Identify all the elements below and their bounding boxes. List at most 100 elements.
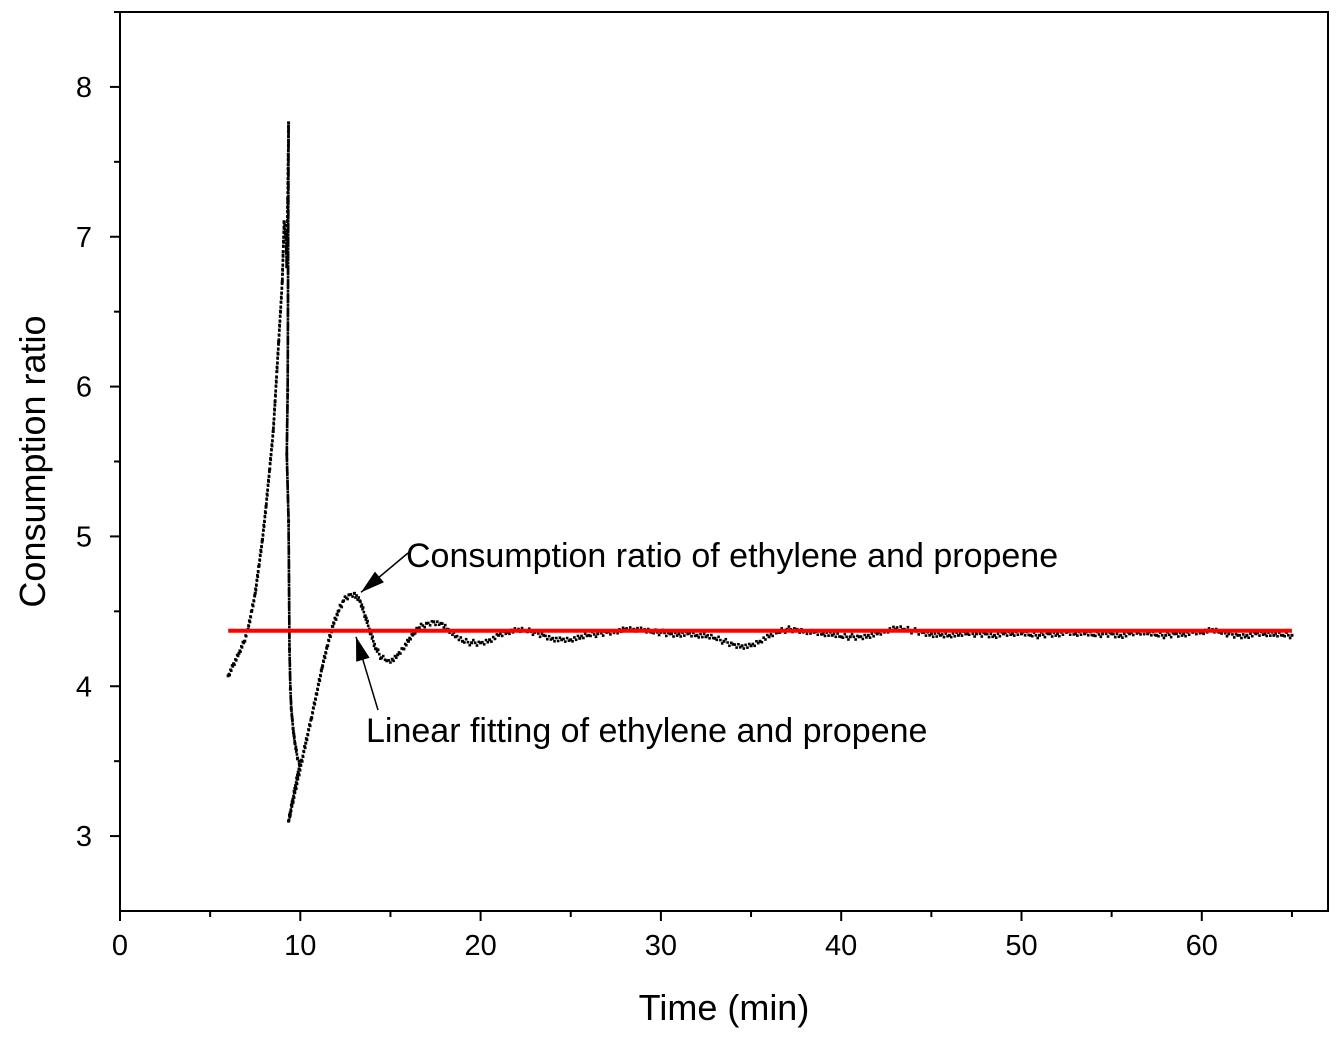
data-point: [286, 501, 290, 504]
data-point: [1184, 634, 1187, 638]
data-point: [286, 313, 290, 316]
data-point: [359, 600, 362, 604]
data-point: [286, 236, 290, 240]
data-point: [286, 224, 290, 228]
data-point: [1238, 634, 1241, 637]
data-point: [287, 555, 291, 559]
data-point: [1160, 634, 1164, 637]
data-point: [735, 646, 738, 649]
data-point: [287, 513, 290, 517]
data-point: [287, 565, 291, 568]
data-point: [1061, 633, 1065, 637]
data-point: [285, 425, 289, 429]
data-point: [567, 639, 571, 643]
data-point: [281, 250, 285, 253]
data-point: [713, 636, 717, 640]
data-point: [287, 617, 291, 621]
data-point: [289, 687, 292, 690]
data-point: [286, 307, 290, 310]
data-point: [287, 594, 291, 598]
data-point: [569, 638, 573, 642]
data-point: [287, 154, 290, 157]
plot-area: [226, 121, 1294, 823]
data-point: [560, 638, 564, 642]
data-point: [253, 591, 257, 595]
data-point: [287, 163, 290, 167]
data-point: [366, 624, 370, 628]
data-point: [287, 183, 290, 187]
data-point: [1153, 633, 1157, 637]
data-point: [571, 640, 574, 643]
data-point: [289, 700, 293, 704]
data-point: [286, 343, 290, 346]
data-point: [935, 635, 939, 638]
data-point: [285, 465, 289, 469]
data-point: [286, 394, 289, 397]
data-point: [287, 602, 291, 606]
data-point: [280, 287, 284, 290]
data-point: [580, 634, 583, 638]
data-point: [287, 577, 291, 581]
data-point: [769, 632, 773, 636]
data-point: [323, 656, 327, 660]
data-point: [332, 622, 336, 625]
data-point: [551, 636, 555, 640]
data-point: [356, 598, 359, 601]
data-point: [983, 632, 987, 636]
data-point: [290, 709, 293, 712]
data-point: [286, 327, 290, 331]
data-point: [287, 563, 291, 567]
data-point: [1001, 632, 1005, 636]
data-point: [288, 814, 292, 818]
data-point: [852, 635, 856, 639]
data-point: [287, 537, 291, 540]
data-point: [1249, 632, 1252, 636]
data-point: [274, 390, 278, 393]
data-point: [1225, 634, 1229, 638]
data-point: [287, 551, 291, 554]
data-point: [490, 640, 493, 643]
data-point: [710, 633, 713, 637]
data-point: [956, 633, 960, 637]
data-point: [724, 637, 728, 641]
data-point: [1038, 633, 1042, 637]
data-point: [283, 227, 287, 231]
data-point: [1287, 634, 1290, 637]
data-point: [958, 631, 962, 635]
data-point: [488, 638, 492, 642]
data-point: [906, 625, 910, 629]
data-point: [639, 626, 643, 630]
data-point: [288, 658, 291, 661]
data-point: [239, 650, 242, 653]
data-point: [240, 646, 244, 649]
data-point: [287, 174, 290, 178]
data-point: [300, 760, 304, 763]
data-point: [286, 294, 290, 298]
data-point: [285, 462, 289, 466]
data-point: [286, 411, 289, 414]
data-point: [287, 603, 291, 607]
data-point: [411, 634, 415, 637]
data-point: [600, 631, 603, 635]
data-point: [285, 442, 289, 446]
data-point: [520, 626, 524, 630]
data-point: [482, 642, 486, 646]
data-point: [265, 498, 269, 501]
data-point: [279, 309, 282, 313]
data-point: [742, 647, 746, 650]
data-point: [286, 293, 290, 296]
data-point: [1009, 633, 1012, 637]
data-point: [287, 168, 290, 171]
data-point: [621, 626, 625, 630]
data-point: [1178, 631, 1182, 635]
data-point: [344, 596, 348, 600]
data-point: [327, 639, 331, 643]
data-point: [805, 632, 809, 636]
data-point: [287, 579, 291, 582]
data-point: [415, 626, 418, 630]
data-point: [279, 306, 283, 309]
data-point: [315, 693, 319, 696]
data-point: [675, 634, 679, 637]
data-point: [287, 510, 290, 514]
data-point: [381, 654, 385, 658]
